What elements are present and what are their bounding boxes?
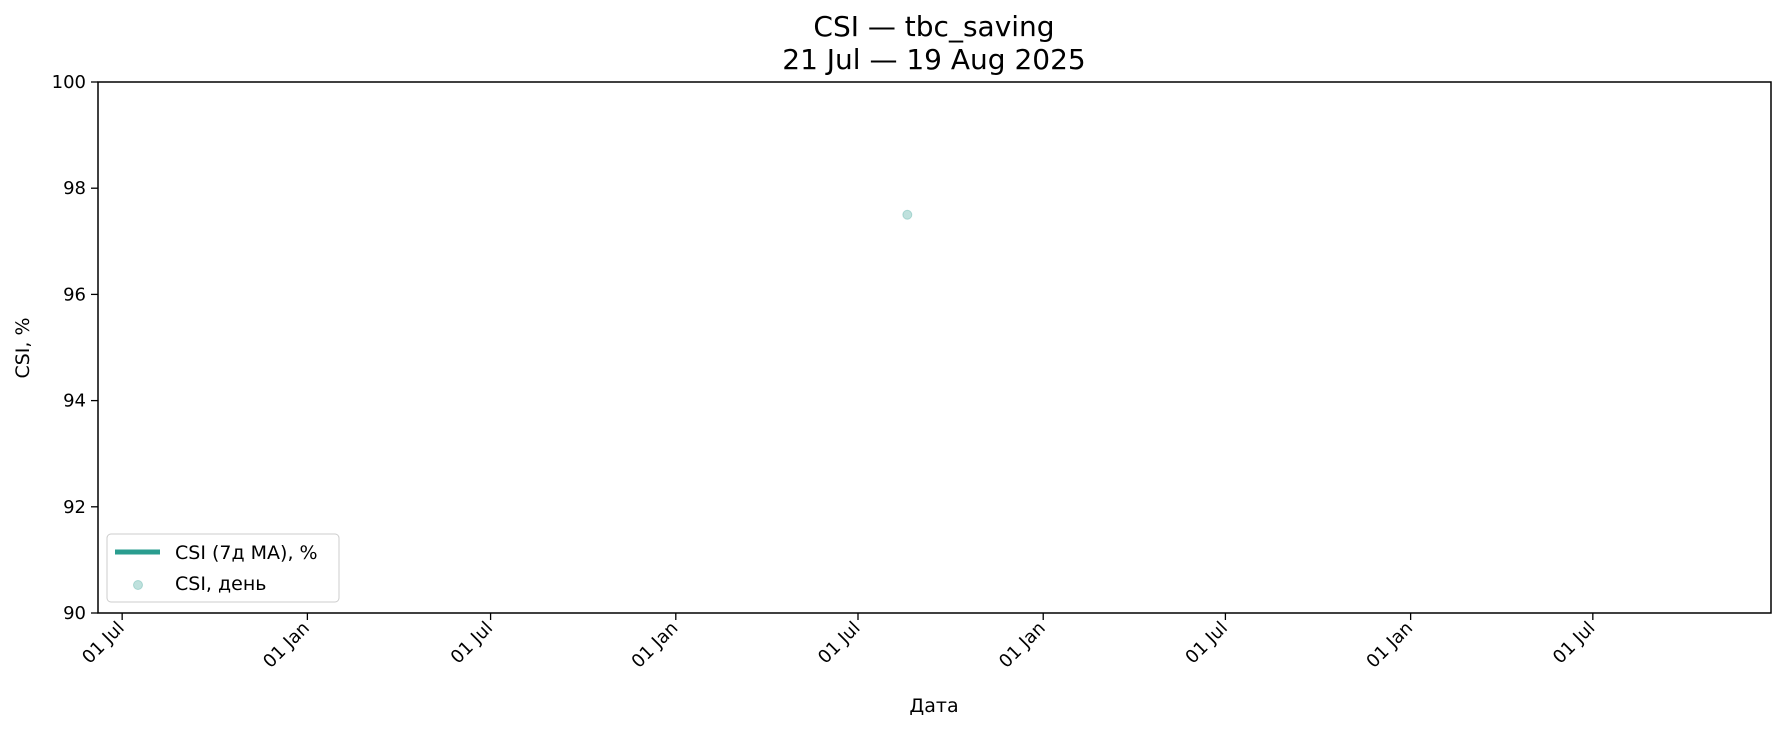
y-tick-label: 98 — [63, 178, 86, 199]
y-tick-label: 92 — [63, 497, 86, 518]
chart-subtitle: 21 Jul — 19 Aug 2025 — [782, 43, 1085, 76]
plot-marks — [902, 209, 913, 220]
y-axis-label: CSI, % — [12, 317, 34, 378]
y-tick-label: 96 — [63, 284, 86, 305]
x-tick-label: 01 Jul — [1549, 618, 1599, 668]
y-tick-label: 94 — [63, 391, 86, 412]
legend: CSI (7д MA), % CSI, день — [106, 533, 340, 603]
legend-label-ma: CSI (7д MA), % — [175, 542, 318, 564]
plot-frame — [97, 81, 1772, 614]
x-tick-label: 01 Jan — [628, 618, 683, 673]
y-tick-label: 90 — [63, 603, 86, 624]
x-tick-label: 01 Jul — [814, 618, 864, 668]
x-tick-label: 01 Jul — [1182, 618, 1232, 668]
x-tick-label: 01 Jul — [447, 618, 497, 668]
chart-title: CSI — tbc_saving — [813, 10, 1054, 43]
data-point — [902, 209, 913, 220]
legend-dot-swatch — [133, 580, 143, 590]
legend-label-daily: CSI, день — [175, 573, 266, 595]
x-tick-label: 01 Jan — [1362, 618, 1417, 673]
x-tick-label: 01 Jul — [78, 618, 128, 668]
y-tick-label: 100 — [52, 72, 86, 93]
x-tick-label: 01 Jan — [259, 618, 314, 673]
x-axis-label: Дата — [909, 695, 958, 717]
legend-frame — [106, 533, 340, 603]
x-tick-label: 01 Jan — [995, 618, 1050, 673]
